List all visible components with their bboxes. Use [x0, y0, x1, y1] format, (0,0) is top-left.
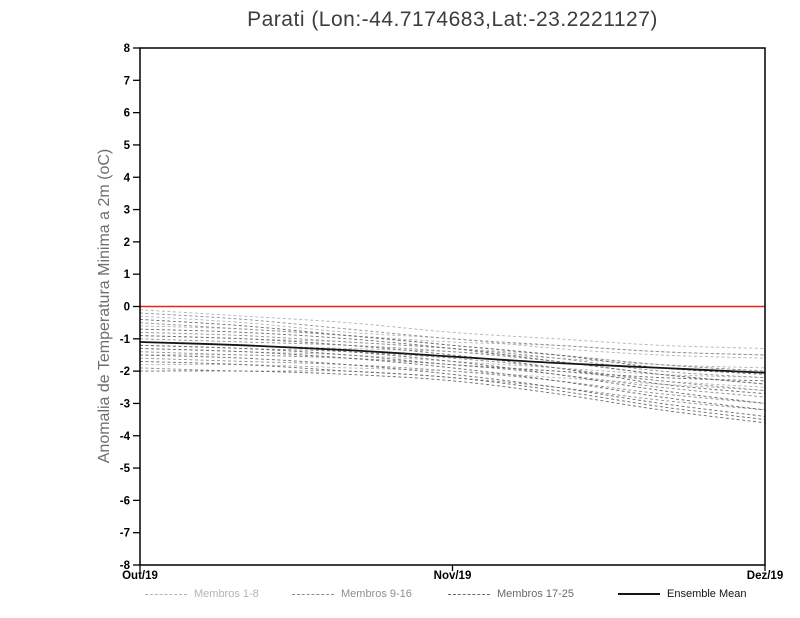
- x-tick-label: Dez/19: [747, 570, 783, 582]
- x-tick-label: Out/19: [122, 570, 158, 582]
- member-line: [139, 318, 766, 375]
- y-tick-label: 0: [124, 302, 130, 314]
- dashed-line-swatch: [292, 593, 334, 595]
- y-tick-label: -3: [120, 398, 130, 410]
- member-line: [139, 360, 766, 421]
- y-tick-label: -6: [120, 495, 130, 507]
- member-line: [139, 367, 766, 411]
- member-line: [139, 325, 766, 356]
- y-tick-label: 3: [124, 205, 130, 217]
- member-line: [139, 348, 766, 411]
- legend-item-members-1-8: Membros 1-8: [145, 588, 259, 600]
- solid-line-swatch: [618, 593, 660, 595]
- member-line: [139, 354, 766, 417]
- legend-label: Membros 9-16: [341, 588, 412, 600]
- member-line: [139, 351, 766, 398]
- y-tick-label: -2: [120, 366, 130, 378]
- dashed-line-swatch: [145, 593, 187, 595]
- y-tick-label: -8: [120, 560, 131, 572]
- chart-title: Parati (Lon:-44.7174683,Lat:-23.2221127): [247, 8, 658, 31]
- member-line: [139, 335, 766, 395]
- legend-item-members-9-16: Membros 9-16: [292, 588, 412, 600]
- y-tick-label: 6: [124, 108, 130, 120]
- legend-label: Membros 17-25: [497, 588, 575, 600]
- member-line: [139, 331, 766, 379]
- y-tick-label: -4: [120, 431, 131, 443]
- member-line: [139, 312, 766, 356]
- member-line: [139, 370, 766, 424]
- member-line: [139, 335, 766, 372]
- legend-item-members-17-25: Membros 17-25: [448, 588, 574, 600]
- legend-item-ensemble-mean: Ensemble Mean: [618, 588, 747, 600]
- member-line: [139, 341, 766, 404]
- y-tick-label: 2: [124, 237, 130, 249]
- y-tick-label: -7: [120, 528, 130, 540]
- y-tick-label: 1: [124, 269, 131, 281]
- legend-label: Membros 1-8: [194, 588, 259, 600]
- y-tick-label: 5: [124, 140, 131, 152]
- dashed-line-swatch: [448, 593, 490, 595]
- y-tick-label: -1: [120, 334, 131, 346]
- member-line: [139, 315, 766, 359]
- ensemble-mean-line: [139, 341, 766, 374]
- x-tick-label: Nov/19: [434, 570, 472, 582]
- member-line: [139, 322, 766, 372]
- member-line: [139, 348, 766, 379]
- legend: Membros 1-8 Membros 9-16 Membros 17-25 E…: [0, 588, 800, 608]
- y-tick-label: 7: [124, 75, 130, 87]
- y-tick-label: 8: [124, 43, 131, 55]
- member-line: [139, 328, 766, 385]
- y-tick-label: -5: [120, 463, 131, 475]
- y-tick-label: 4: [124, 172, 131, 184]
- legend-label: Ensemble Mean: [667, 588, 747, 600]
